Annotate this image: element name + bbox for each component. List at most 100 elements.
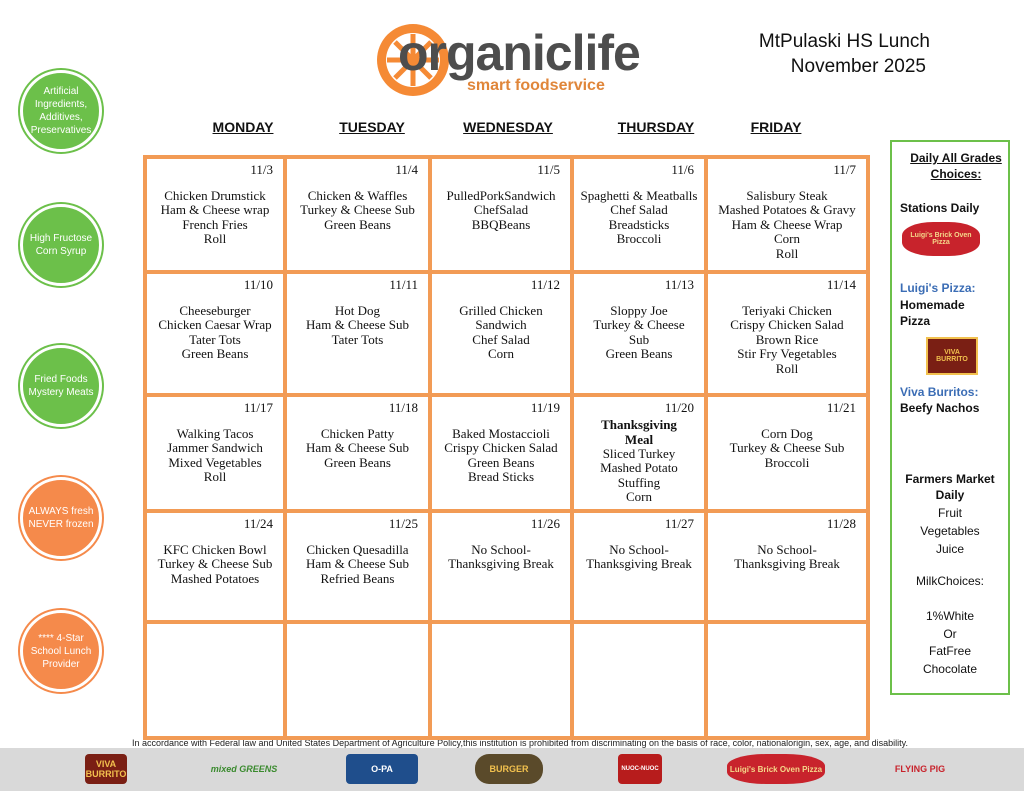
day-cell [706, 622, 868, 738]
cell-date: 11/12 [530, 277, 560, 292]
cell-menu: Walking Tacos Jammer Sandwich Mixed Vegeta… [147, 426, 283, 485]
menu-item: Sloppy Joe [610, 303, 668, 318]
menu-item: Hot Dog [334, 303, 381, 318]
menu-item: Refried Beans [320, 570, 395, 586]
milk-item: Or [943, 626, 957, 641]
menu-item: French Fries [182, 216, 248, 232]
day-cell: 11/13 Sloppy Joe Turkey & Cheese Sub Green B… [572, 272, 706, 395]
cell-menu: Corn Dog Turkey & Cheese Sub Broccoli [708, 426, 866, 470]
day-cell: 11/4 Chicken & Waffles Turkey & Cheese Sub… [285, 157, 430, 272]
menu-item: Green Beans [467, 454, 535, 470]
footer-logo: Luigi's Brick Oven Pizza [727, 754, 825, 784]
day-header: WEDNESDAY [463, 119, 553, 135]
day-cell: 11/6 Spaghetti & Meatballs Chef Salad Bread… [572, 157, 706, 272]
cell-menu: Thanksgiving Meal Sliced Turkey Mashed Pot… [574, 417, 704, 505]
menu-item: Baked Mostaccioli [452, 426, 550, 441]
day-cell: 11/12 Grilled Chicken Sandwich Chef Salad Co… [430, 272, 572, 395]
menu-item: Green Beans [324, 216, 391, 232]
menu-item: Broccoli [764, 454, 810, 470]
stations: Stations Daily [900, 201, 980, 215]
cell-date: 11/21 [826, 400, 856, 415]
cell-menu: Chicken Quesadilla Ham & Cheese Sub Refrie… [287, 542, 428, 586]
menu-item: Mashed Potato [600, 460, 678, 476]
cell-menu: Cheeseburger Chicken Caesar Wrap Tater Tot… [147, 303, 283, 362]
sidebar-title: Daily All Grades Choices: [910, 151, 1002, 181]
cell-date: 11/19 [530, 400, 560, 415]
menu-item: Roll [775, 360, 799, 376]
day-header: MONDAY [212, 119, 274, 135]
cell-date: 11/3 [250, 162, 273, 177]
month-title: November 2025 [790, 56, 926, 77]
footer-logo: NUOC-NUOC [618, 754, 662, 784]
milk-item: Chocolate [922, 661, 978, 676]
day-cell: 11/20 Thanksgiving Meal Sliced Turkey Mashe… [572, 395, 706, 511]
cell-date: 11/7 [833, 162, 856, 177]
menu-item: No School- [757, 542, 817, 557]
luigi-label: Luigi's Pizza: [900, 281, 976, 295]
menu-item: Thanksgiving Break [734, 556, 840, 572]
cell-date: 11/5 [537, 162, 560, 177]
cell-date: 11/25 [388, 516, 418, 531]
footer-logo: FLYING PIG [894, 764, 946, 774]
badge: **** 4-Star School Lunch Provider [20, 610, 102, 692]
menu-item: PulledPorkSandwich [446, 188, 556, 203]
menu-item: Corn [774, 231, 800, 247]
day-cell: 11/25 Chicken Quesadilla Ham & Cheese Sub R… [285, 511, 430, 622]
day-cell: 11/28 No School- Thanksgiving Break [706, 511, 868, 622]
menu-item: Thanksgiving Break [586, 556, 692, 572]
cell-date: 11/27 [664, 516, 694, 531]
menu-item: Sandwich [475, 317, 527, 333]
menu-item: Jammer Sandwich [167, 440, 263, 456]
menu-item: No School- [471, 542, 531, 557]
day-cell: 11/7 Salisbury Steak Mashed Potatoes & Gra… [706, 157, 868, 272]
menu-item: Tater Tots [331, 331, 384, 347]
cell-menu: Teriyaki Chicken Crispy Chicken Salad Brow… [708, 303, 866, 376]
school-name: MtPulaski HS Lunch [758, 31, 930, 52]
menu-item: Thanksgiving Break [448, 556, 554, 572]
day-cell: 11/3 Chicken Drumstick Ham & Cheese wrap Fr… [145, 157, 285, 272]
menu-item: Turkey & Cheese Sub [157, 556, 273, 572]
cell-menu: Grilled Chicken Sandwich Chef Salad Corn [432, 303, 570, 362]
badge: High Fructose Corn Syrup [20, 204, 102, 286]
sidebar: Daily All Grades Choices: Stations Daily… [890, 140, 1010, 695]
menu-item: Turkey & Cheese Sub [300, 202, 415, 218]
menu-item: Ham & Cheese Sub [306, 317, 409, 333]
farmers-title: Farmers Market Daily [905, 472, 995, 502]
cell-date: 11/26 [530, 516, 560, 531]
menu-item: Turkey & Cheese Sub [729, 440, 845, 456]
menu-item: Chicken Caesar Wrap [158, 317, 272, 333]
menu-item: Spaghetti & Meatballs [580, 188, 698, 203]
menu-item: Cheeseburger [179, 303, 251, 318]
cell-date: 11/10 [243, 277, 273, 292]
menu-item: Brown Rice [755, 331, 819, 347]
logo-icon [377, 24, 449, 96]
cell-menu: No School- Thanksgiving Break [432, 542, 570, 572]
cell-menu: Hot Dog Ham & Cheese Sub Tater Tots [287, 303, 428, 347]
cell-menu: Baked Mostaccioli Crispy Chicken Salad Gre… [432, 426, 570, 485]
cell-date: 11/4 [395, 162, 418, 177]
farmers-item: Fruit [938, 506, 962, 520]
cell-date: 11/20 [664, 400, 694, 415]
farmers-item: Juice [935, 542, 964, 556]
menu-item: No School- [609, 542, 669, 557]
menu-item: Roll [775, 245, 799, 261]
menu-item: Corn Dog [761, 426, 813, 441]
day-header: FRIDAY [750, 119, 802, 135]
footer-logo: BURGER [475, 754, 543, 784]
menu-item: Green Beans [324, 454, 391, 470]
day-cell: 11/24 KFC Chicken Bowl Turkey & Cheese Sub… [145, 511, 285, 622]
luigi-logo: Luigi's Brick Oven Pizza [902, 222, 980, 256]
day-cell: 11/21 Corn Dog Turkey & Cheese Sub Broccoli [706, 395, 868, 511]
menu-item: Sliced Turkey [602, 446, 676, 461]
day-cell [285, 622, 430, 738]
day-cell [145, 622, 285, 738]
menu-item: Green Beans [181, 346, 249, 362]
day-cell: 11/10 Cheeseburger Chicken Caesar Wrap Tate… [145, 272, 285, 395]
farmers-item: Vegetables [920, 524, 980, 538]
day-header: TUESDAY [339, 119, 405, 135]
menu-item: Grilled Chicken [459, 303, 543, 318]
menu-item: Chicken Drumstick [164, 188, 266, 203]
menu-item: Teriyaki Chicken [742, 303, 832, 318]
notice: In accordance with Federal law and Unite… [131, 738, 909, 748]
